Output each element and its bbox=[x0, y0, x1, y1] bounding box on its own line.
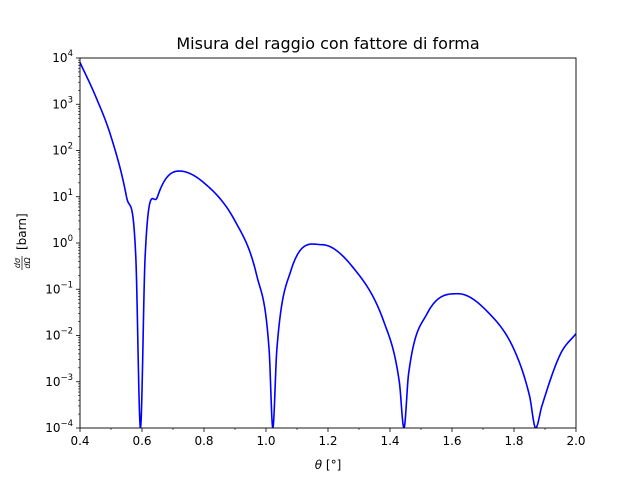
y-tick-label: 101 bbox=[52, 188, 73, 204]
x-axis-label: θ [°] bbox=[315, 458, 342, 472]
x-tick-label: 1.6 bbox=[442, 434, 461, 448]
x-tick-label: 1.2 bbox=[318, 434, 337, 448]
series-line bbox=[80, 62, 576, 428]
x-tick-label: 1.8 bbox=[504, 434, 523, 448]
y-axis-label-unit: [barn] bbox=[15, 213, 29, 250]
x-tick-label: 0.4 bbox=[70, 434, 89, 448]
x-tick-label: 2.0 bbox=[566, 434, 585, 448]
x-axis: 0.4 0.6 0.8 1.0 1.2 1.4 1.6 1.8 2.0 bbox=[70, 428, 586, 448]
plot-area bbox=[79, 57, 577, 429]
chart-title: Misura del raggio con fattore di forma bbox=[176, 34, 479, 53]
x-tick-label: 0.6 bbox=[132, 434, 151, 448]
y-axis: 10−4 10−3 10−2 10−1 100 101 102 103 104 bbox=[45, 49, 80, 435]
y-tick-label: 104 bbox=[52, 49, 73, 65]
y-tick-label: 10−1 bbox=[45, 280, 73, 296]
y-tick-label: 10−4 bbox=[45, 419, 73, 435]
x-tick-label: 1.4 bbox=[380, 434, 399, 448]
x-tick-label: 0.8 bbox=[194, 434, 213, 448]
y-axis-label-numerator: dσ bbox=[13, 257, 22, 268]
y-tick-label: 10−3 bbox=[45, 373, 73, 389]
plot-frame bbox=[79, 57, 577, 429]
y-tick-label: 10−2 bbox=[45, 327, 73, 343]
x-tick-label: 1.0 bbox=[256, 434, 275, 448]
y-tick-label: 100 bbox=[52, 234, 73, 250]
y-tick-label: 102 bbox=[52, 142, 73, 158]
y-tick-label: 103 bbox=[52, 95, 73, 111]
y-axis-label-denominator: dΩ bbox=[23, 257, 32, 269]
y-axis-label: dσ dΩ [barn] bbox=[13, 213, 32, 270]
